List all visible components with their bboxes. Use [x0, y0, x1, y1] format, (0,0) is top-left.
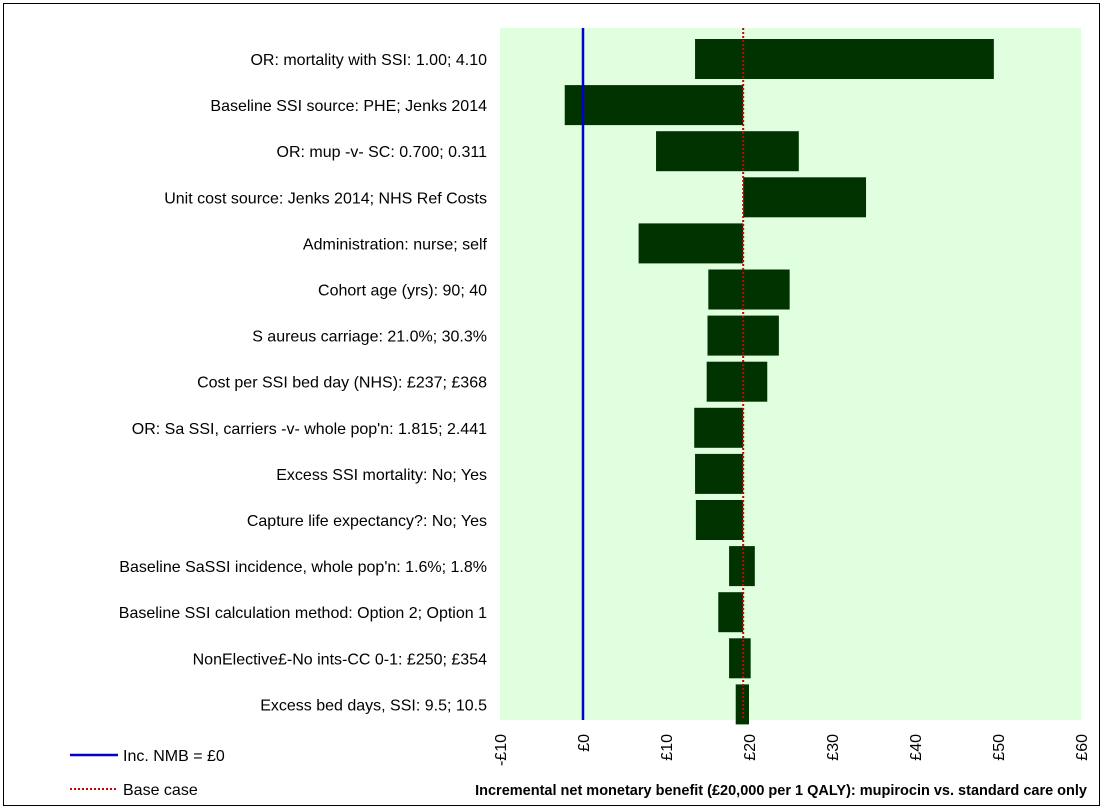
category-label-9: OR: Sa SSI, carriers -v- whole pop'n: 1.…	[132, 421, 487, 438]
bar-10	[695, 453, 744, 494]
bar-5	[638, 223, 744, 264]
chart-frame	[3, 3, 1100, 806]
bars-group	[564, 39, 994, 725]
bar-6	[708, 269, 790, 310]
x-tick-label-4: £20	[742, 734, 759, 761]
category-label-14: NonElective£-No ints-CC 0-1: £250; £354	[193, 651, 487, 668]
x-tick-label-5: £30	[825, 734, 842, 761]
category-label-10: Excess SSI mortality: No; Yes	[276, 467, 487, 484]
bar-4	[743, 177, 867, 218]
x-axis-ticks: -£10 £0 £10 £20 £30 £40 £50 £60	[493, 734, 1091, 766]
x-tick-label-6: £40	[908, 734, 925, 761]
x-tick-label-2: £0	[576, 734, 593, 752]
bar-8	[706, 361, 768, 402]
bar-9	[694, 407, 744, 448]
x-tick-label-3: £10	[659, 734, 676, 761]
legend-zero-line-label: Inc. NMB = £0	[123, 748, 225, 765]
legend: Inc. NMB = £0 Base case	[70, 748, 225, 799]
category-label-3: OR: mup -v- SC: 0.700; 0.311	[277, 144, 488, 161]
bar-2	[564, 85, 744, 126]
bar-14	[729, 638, 751, 679]
category-label-2: Baseline SSI source: PHE; Jenks 2014	[210, 98, 487, 115]
x-tick-label-8: £60	[1074, 734, 1091, 761]
bar-12	[729, 546, 755, 587]
category-label-4: Unit cost source: Jenks 2014; NHS Ref Co…	[164, 190, 487, 207]
x-tick-label-1: -£10	[493, 734, 510, 766]
x-axis-title: Incremental net monetary benefit (£20,00…	[475, 783, 1087, 799]
category-label-13: Baseline SSI calculation method: Option …	[119, 605, 487, 622]
legend-base-case-label: Base case	[123, 782, 198, 799]
bar-1	[695, 39, 994, 79]
category-label-6: Cohort age (yrs): 90; 40	[318, 283, 487, 300]
category-labels: OR: mortality with SSI: 1.00; 4.10 Baseli…	[119, 52, 488, 714]
category-label-8: Cost per SSI bed day (NHS): £237; £368	[197, 375, 487, 392]
category-label-12: Baseline SaSSI incidence, whole pop'n: 1…	[119, 559, 487, 576]
bar-11	[695, 500, 744, 540]
category-label-15: Excess bed days, SSI: 9.5; 10.5	[260, 697, 487, 714]
category-label-11: Capture life expectancy?: No; Yes	[247, 513, 487, 530]
category-label-1: OR: mortality with SSI: 1.00; 4.10	[250, 52, 487, 69]
category-label-7: S aureus carriage: 21.0%; 30.3%	[252, 329, 487, 346]
bar-3	[656, 131, 799, 172]
bar-13	[718, 592, 744, 633]
x-tick-label-7: £50	[991, 734, 1008, 761]
category-label-5: Administration: nurse; self	[303, 236, 488, 253]
